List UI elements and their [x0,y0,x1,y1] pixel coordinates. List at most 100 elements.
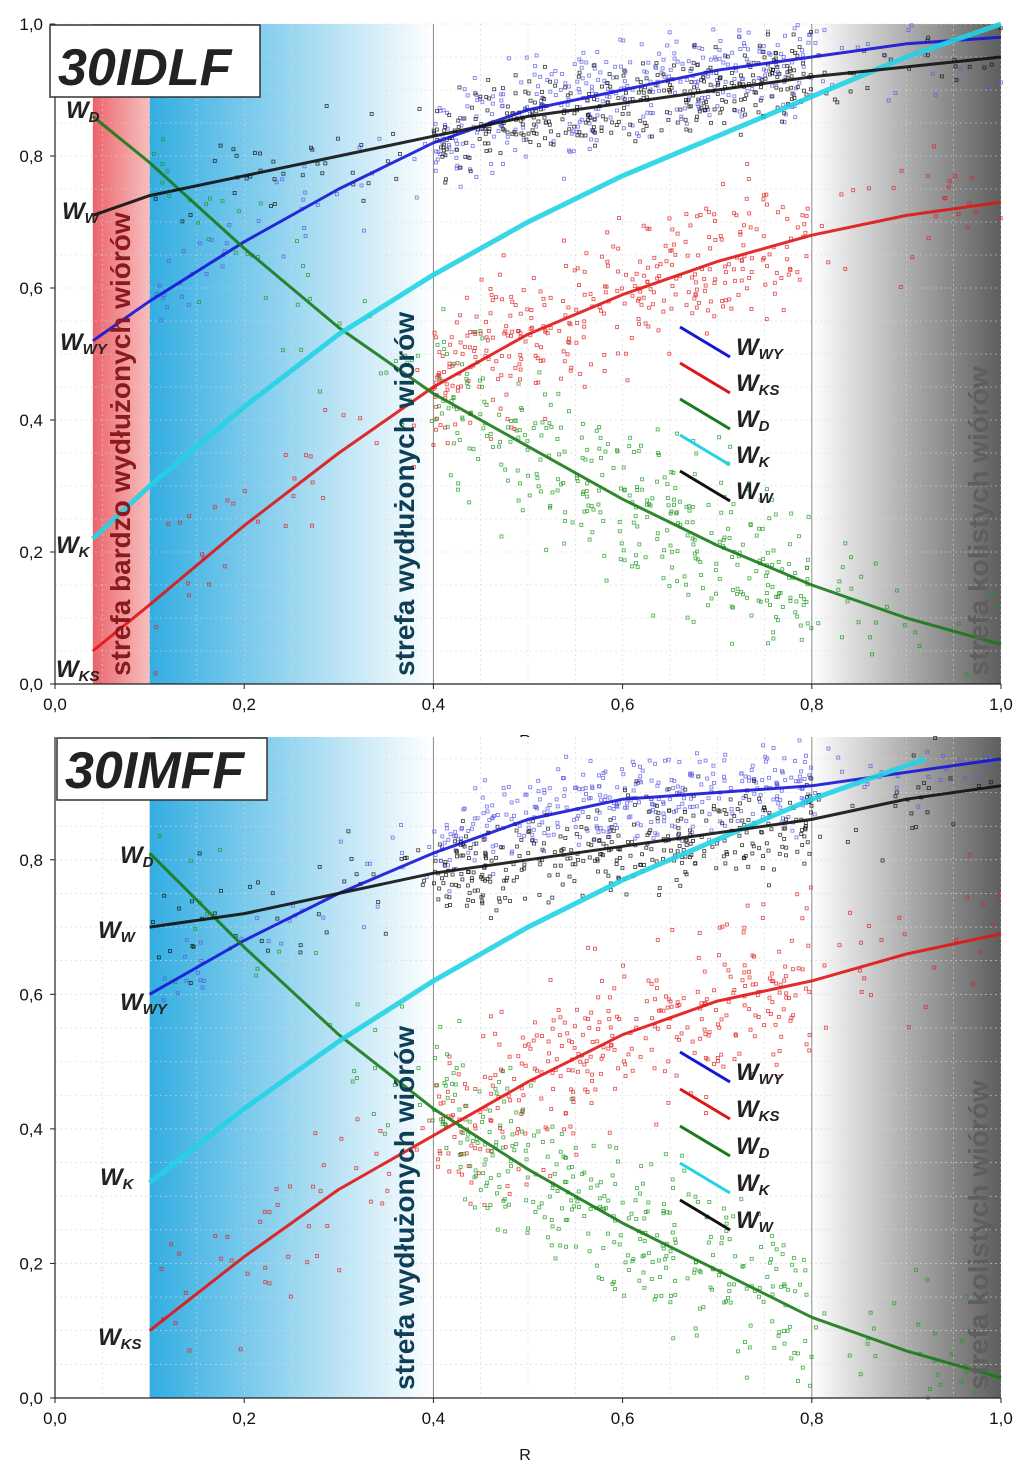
scatter-point [566,148,571,153]
scatter-point [597,425,602,430]
scatter-point [150,920,155,925]
scatter-point [670,928,675,932]
scatter-point [183,954,188,959]
scatter-point [315,161,320,166]
scatter-point [642,1285,647,1290]
scatter-point [390,835,395,840]
scatter-point [564,1244,568,1249]
scatter-point [804,1292,809,1297]
scatter-point [477,137,482,141]
scatter-point [572,879,577,884]
scatter-point [853,827,858,832]
scatter-point [673,486,678,491]
scatter-point [587,1249,592,1254]
scatter-point [496,1173,501,1178]
scatter-point [606,1231,610,1236]
scatter-point [447,1054,452,1059]
scatter-point [567,127,572,132]
scatter-point [536,484,541,489]
scatter-point [721,304,726,309]
scatter-point [801,602,806,607]
scatter-point [582,1214,587,1218]
scatter-point [564,264,569,268]
scatter-point [435,109,440,114]
scatter-point [200,985,205,990]
scatter-point [431,443,436,447]
scatter-point [509,1119,513,1124]
scatter-point [577,57,582,62]
scatter-point [526,131,531,136]
scatter-point [303,233,308,238]
scatter-point [623,90,628,95]
scatter-point [660,66,665,71]
scatter-point [626,793,630,798]
scatter-point [267,1210,272,1215]
scatter-point [639,42,644,47]
scatter-point [603,794,608,799]
scatter-point [542,1215,547,1220]
scatter-point [475,1140,480,1145]
scatter-point [798,779,803,784]
scatter-point [667,351,672,356]
scatter-point [670,262,675,267]
scatter-point [706,74,711,79]
scatter-point [544,425,549,430]
zone-label: strefa wydłużonych wiórów [389,1026,420,1390]
scatter-point [263,1280,268,1285]
scatter-point [509,800,514,805]
scatter-point [654,978,659,983]
scatter-point [615,288,620,293]
scatter-point [776,1333,781,1338]
scatter-point [719,237,724,242]
scatter-point [785,70,790,75]
scatter-point [157,283,162,288]
scatter-point [685,533,690,538]
scatter-point [718,39,723,43]
scatter-point [440,1121,445,1126]
scatter-point [974,775,979,780]
scatter-point [782,111,787,116]
scatter-point [197,300,202,304]
scatter-point [318,389,322,394]
scatter-point [709,531,714,535]
scatter-point [722,121,727,126]
y-tick-label: 0,4 [19,411,43,430]
scatter-point [484,335,489,340]
scatter-point [570,862,575,867]
scatter-point [543,328,548,333]
scatter-point [635,131,639,136]
scatter-point [688,128,693,133]
scatter-point [420,882,425,887]
scatter-point [354,872,359,877]
scatter-point [519,1129,524,1134]
scatter-point [458,1140,463,1145]
scatter-point [443,122,447,127]
scatter-point [671,1336,676,1341]
scatter-point [507,1054,512,1059]
scatter-point [967,64,972,69]
scatter-point [452,839,457,844]
scatter-point [546,1235,550,1240]
scatter-point [476,1171,481,1176]
scatter-point [486,328,491,333]
scatter-point [894,790,899,795]
scatter-point [515,468,520,473]
scatter-point [926,35,931,40]
scatter-point [640,477,645,482]
scatter-point [667,216,672,221]
scatter-point [771,1241,775,1246]
scatter-point [673,1240,678,1245]
scatter-point [948,776,953,781]
scatter-point [468,1164,473,1169]
scatter-point [482,1162,487,1167]
scatter-point [666,1059,671,1064]
scatter-point [727,1289,732,1293]
scatter-point [575,133,580,138]
scatter-point [782,756,787,761]
scatter-point [550,1139,555,1144]
scatter-point [655,1233,660,1238]
scatter-point [747,969,752,974]
scatter-point [231,147,236,152]
scatter-point [526,830,531,835]
scatter-point [451,1071,456,1076]
